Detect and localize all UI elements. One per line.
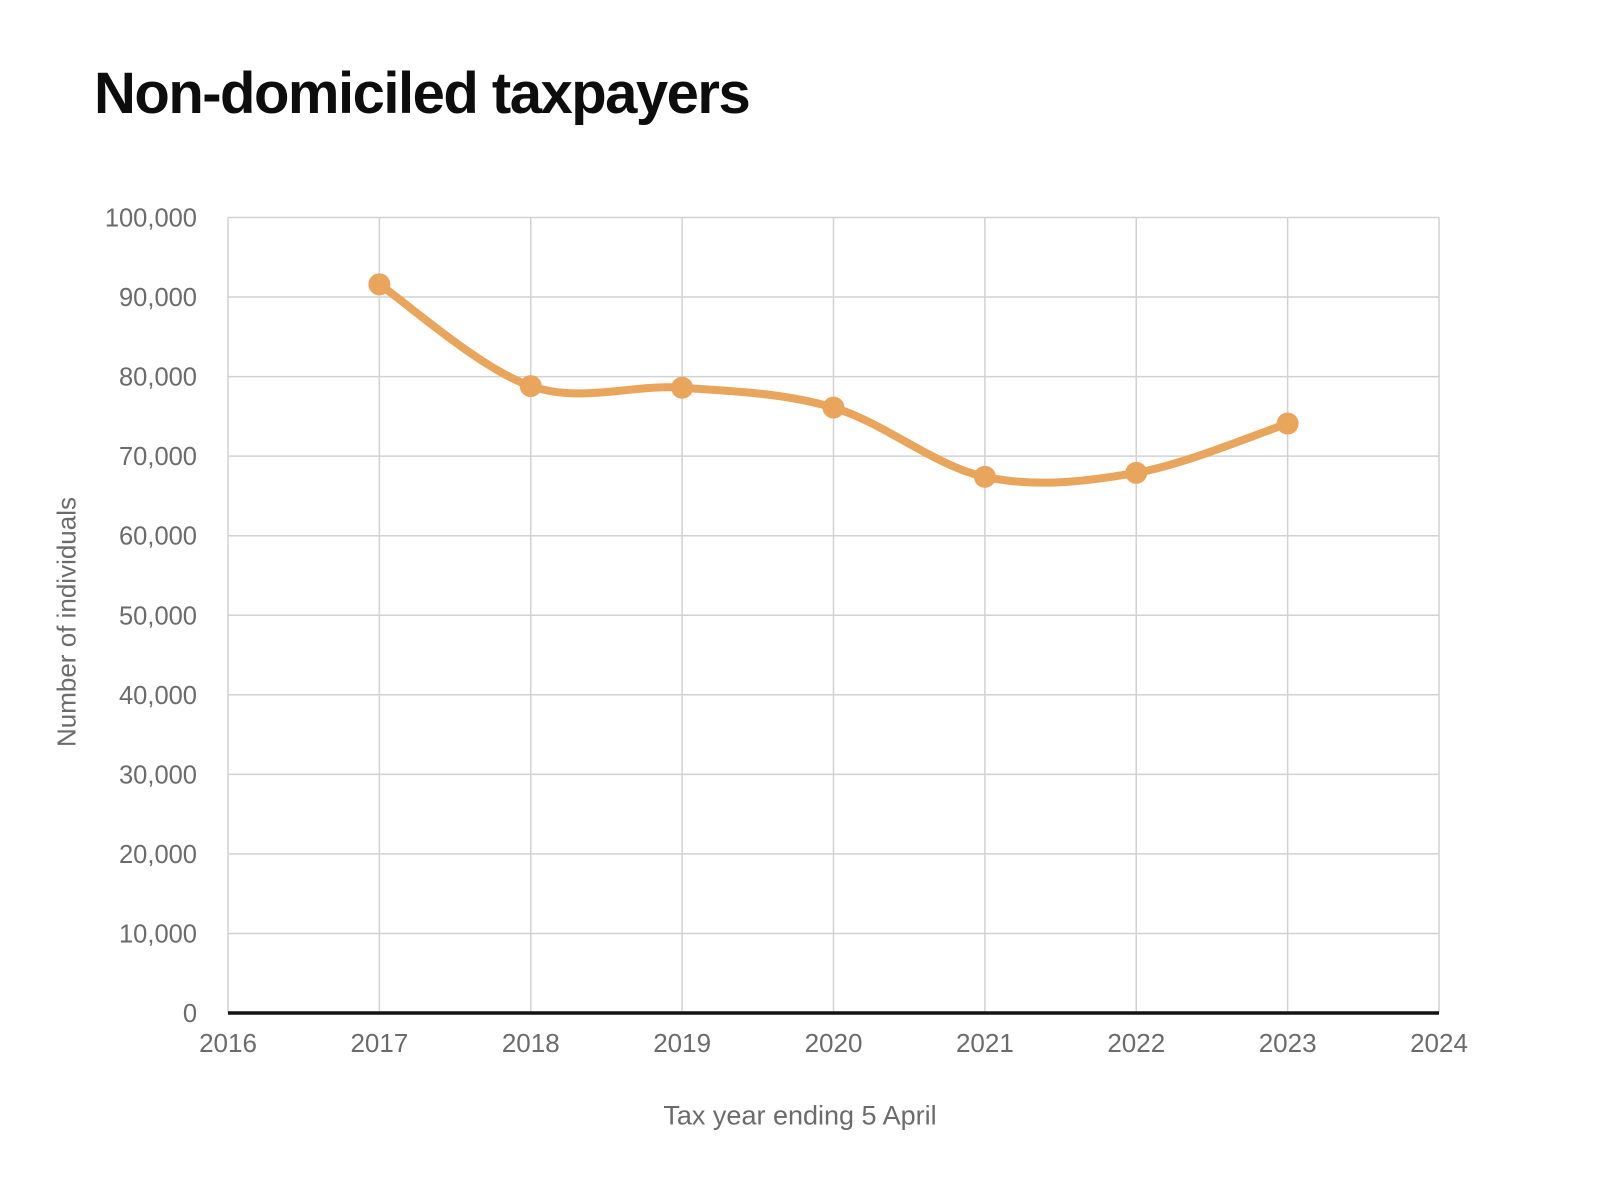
x-tick-label: 2019 bbox=[653, 1028, 711, 1058]
chart-title: Non-domiciled taxpayers bbox=[94, 61, 751, 126]
x-tick-label: 2018 bbox=[502, 1028, 560, 1058]
y-tick-label: 80,000 bbox=[119, 364, 197, 392]
x-tick-label: 2020 bbox=[805, 1028, 863, 1058]
y-tick-label: 20,000 bbox=[119, 841, 197, 869]
y-tick-label: 60,000 bbox=[119, 523, 197, 551]
data-point-2019 bbox=[671, 376, 694, 399]
x-tick-label: 2016 bbox=[199, 1028, 257, 1058]
y-tick-label: 90,000 bbox=[119, 284, 197, 312]
x-tick-label: 2022 bbox=[1107, 1028, 1165, 1058]
data-point-2020 bbox=[822, 396, 845, 419]
y-tick-label: 40,000 bbox=[119, 682, 197, 710]
x-axis-title: Tax year ending 5 April bbox=[663, 1100, 937, 1131]
x-tick-label: 2021 bbox=[956, 1028, 1014, 1058]
data-point-2017 bbox=[368, 273, 391, 296]
y-tick-label: 30,000 bbox=[119, 761, 197, 789]
data-point-2018 bbox=[519, 375, 542, 398]
data-point-2023 bbox=[1276, 412, 1299, 435]
y-tick-label: 70,000 bbox=[119, 443, 197, 471]
y-tick-label: 10,000 bbox=[119, 920, 197, 948]
x-tick-label: 2024 bbox=[1410, 1028, 1468, 1058]
data-point-2021 bbox=[973, 465, 996, 488]
x-tick-label: 2023 bbox=[1259, 1028, 1317, 1058]
y-tick-label: 100,000 bbox=[105, 205, 197, 233]
data-point-2022 bbox=[1125, 461, 1148, 484]
x-tick-label: 2017 bbox=[350, 1028, 408, 1058]
y-tick-label: 50,000 bbox=[119, 602, 197, 630]
y-tick-label: 0 bbox=[183, 1000, 197, 1028]
